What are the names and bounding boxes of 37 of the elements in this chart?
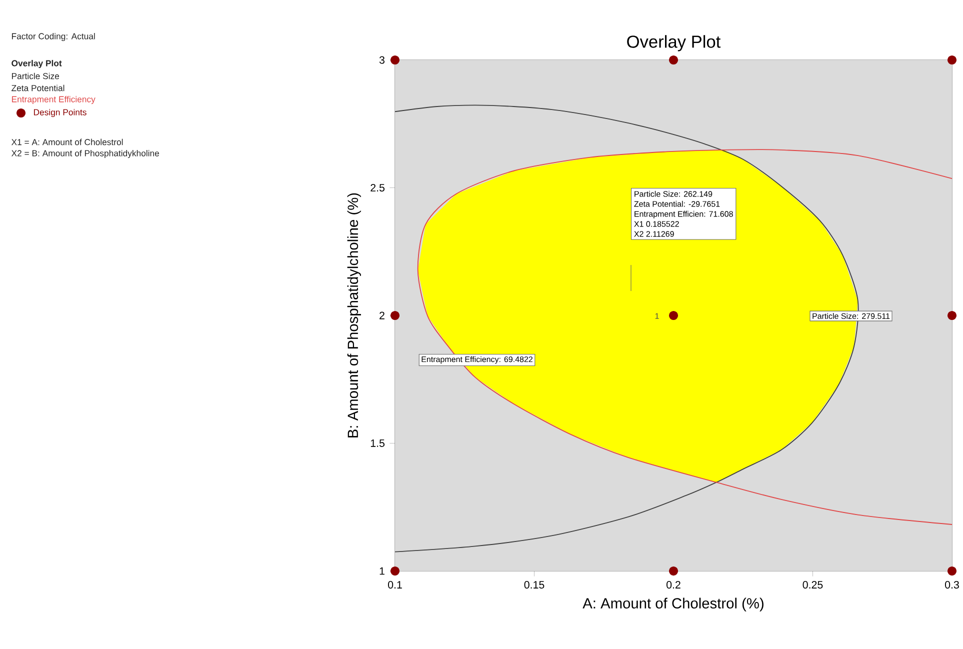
- y-tick-label: 1.5: [370, 440, 385, 447]
- line-series: [417, 149, 952, 525]
- y-tick-label: 3: [379, 56, 384, 64]
- text: Particle Size: [12, 72, 60, 80]
- annotation: X2 2.11269: [634, 231, 674, 237]
- legend-label: Design Points: [34, 108, 86, 118]
- annotation: Entrapment Efficien: 71.608: [634, 210, 733, 218]
- point: [390, 566, 400, 576]
- annotation: 1: [655, 313, 659, 319]
- point: [390, 310, 400, 320]
- text: X1 = A: Amount of Cholestrol: [11, 138, 123, 146]
- annotation: Particle Size: 262.149: [634, 190, 712, 197]
- y-tick-label: 2.5: [370, 184, 385, 192]
- annotation: Zeta Potential: -29.7651: [634, 200, 720, 207]
- y-tick-label: 1: [380, 567, 384, 575]
- point: [390, 55, 400, 65]
- text: Zeta Potential: [12, 84, 64, 92]
- x-tick-label: 0.2: [666, 581, 680, 589]
- text: X2 = B: Amount of Phosphatidykholine: [11, 150, 160, 158]
- text: Factor Coding: Actual: [12, 32, 95, 42]
- x-tick-label: 0.15: [524, 581, 544, 589]
- y-axis-title: B: Amount of Phosphatidylcholine (%): [347, 193, 361, 438]
- point: [668, 310, 678, 320]
- annotation: Entrapment Efficiency: 69.4822: [422, 356, 532, 364]
- y-tick-label: 2: [380, 312, 384, 320]
- point: [668, 566, 678, 576]
- text: Overlay Plot: [12, 60, 62, 68]
- x-axis-title: A: Amount of Cholestrol (%): [582, 598, 764, 612]
- x-tick-label: 0.3: [945, 581, 959, 589]
- annotation: X1 0.185522: [634, 221, 679, 227]
- point: [668, 55, 678, 65]
- x-tick-label: 0.1: [388, 581, 402, 589]
- text: Entrapment Efficiency: [12, 96, 96, 104]
- x-tick-label: 0.25: [802, 581, 823, 589]
- annotation: Particle Size: 279.511: [812, 313, 890, 319]
- chart-title: Overlay Plot: [627, 35, 721, 52]
- line-series: [394, 104, 859, 552]
